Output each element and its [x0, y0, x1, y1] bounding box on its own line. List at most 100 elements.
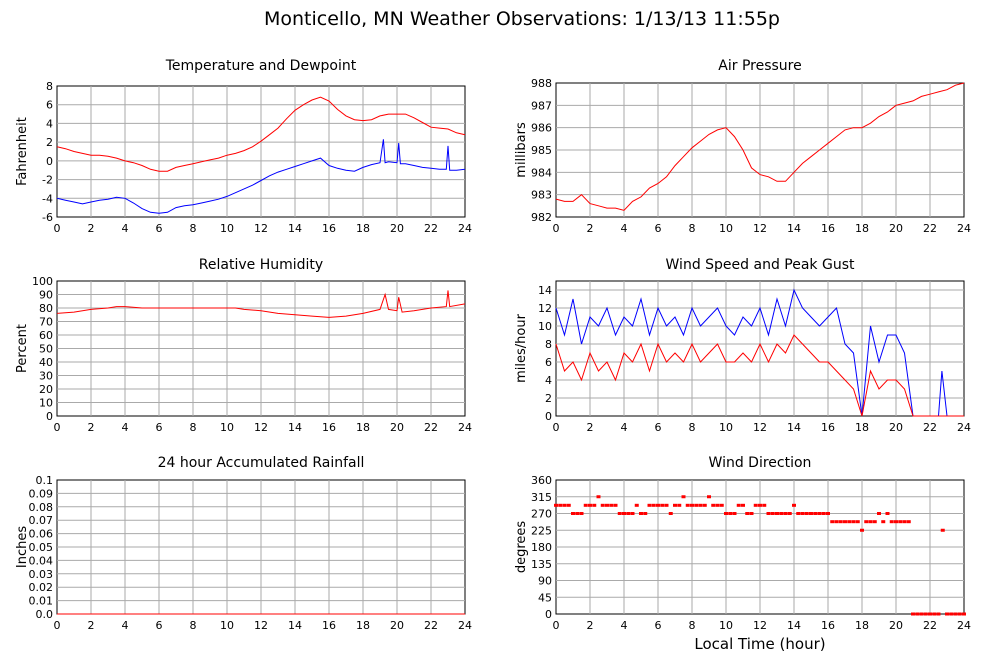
y-tick-label: -4	[42, 192, 53, 205]
data-point	[864, 520, 869, 524]
x-axis-label: Local Time (hour)	[694, 635, 825, 653]
x-tick-label: 2	[88, 421, 95, 434]
y-tick-label: 4	[545, 374, 552, 387]
x-tick-label: 4	[122, 222, 129, 235]
data-point	[609, 503, 614, 507]
x-tick-label: 4	[621, 222, 628, 235]
y-tick-label: 60	[39, 329, 53, 342]
data-point	[911, 612, 915, 616]
data-point	[783, 512, 788, 515]
chart-title: Relative Humidity	[199, 257, 323, 273]
x-tick-label: 12	[753, 421, 767, 434]
data-point	[855, 520, 860, 524]
x-tick-label: 14	[288, 222, 302, 235]
y-tick-label: 225	[531, 524, 552, 537]
y-tick-label: 0.04	[29, 554, 54, 567]
data-point	[770, 512, 775, 515]
chart-temp: 0 2 4 6 8 10 12 14 16 18 20 22 24-6-4-202468Temperat…	[15, 58, 472, 235]
data-point	[690, 503, 694, 507]
y-tick-label: 180	[531, 541, 552, 554]
data-point	[779, 512, 784, 515]
data-point	[847, 520, 852, 524]
x-tick-label: 8	[689, 222, 696, 235]
data-point	[605, 503, 609, 507]
y-tick-label: 90	[538, 575, 552, 588]
data-point	[919, 612, 924, 616]
y-axis-label: Inches	[15, 526, 30, 568]
y-tick-label: 6	[545, 356, 552, 369]
data-point	[902, 520, 907, 524]
data-point	[945, 612, 949, 616]
data-point	[668, 512, 673, 515]
x-tick-label: 14	[288, 421, 302, 434]
x-tick-label: 20	[889, 222, 903, 235]
x-tick-label: 20	[390, 421, 404, 434]
x-tick-label: 14	[288, 619, 302, 632]
y-tick-label: 2	[545, 392, 552, 405]
x-tick-label: 14	[787, 619, 801, 632]
series-line-0	[555, 82, 965, 211]
y-tick-label: 0.03	[29, 568, 54, 581]
x-tick-label: 22	[923, 619, 937, 632]
data-point	[681, 495, 686, 499]
x-tick-label: 24	[458, 222, 472, 235]
data-point	[630, 512, 635, 515]
x-tick-label: 4	[122, 421, 129, 434]
x-tick-label: 18	[855, 619, 869, 632]
y-tick-label: 983	[531, 189, 552, 202]
data-point	[719, 503, 724, 507]
x-tick-label: 12	[753, 222, 767, 235]
x-tick-label: 20	[889, 619, 903, 632]
x-tick-label: 6	[655, 619, 662, 632]
data-point	[885, 512, 890, 515]
y-tick-label: -2	[42, 174, 53, 187]
data-point	[923, 612, 928, 616]
series-line-0	[555, 288, 964, 417]
data-point	[889, 520, 894, 524]
chart-title: 24 hour Accumulated Rainfall	[158, 455, 365, 471]
x-tick-label: 24	[957, 619, 971, 632]
y-tick-label: 10	[39, 397, 53, 410]
data-point	[732, 512, 737, 515]
y-tick-label: 135	[531, 558, 552, 571]
data-point	[736, 503, 741, 507]
data-point	[741, 503, 745, 507]
y-tick-label: 0.07	[29, 514, 54, 527]
data-point	[698, 503, 703, 507]
x-tick-label: 12	[254, 421, 268, 434]
data-point	[949, 612, 954, 616]
chart-humidity: 0 2 4 6 8 10 12 14 16 18 20 22 240102030405060708090…	[15, 257, 472, 434]
x-tick-label: 12	[753, 619, 767, 632]
x-tick-label: 24	[957, 222, 971, 235]
data-point	[639, 512, 643, 515]
data-point	[596, 495, 601, 499]
data-point	[677, 503, 682, 507]
data-point	[613, 503, 618, 507]
data-point	[651, 503, 656, 507]
x-tick-label: 6	[655, 421, 662, 434]
x-tick-label: 10	[220, 222, 234, 235]
x-tick-label: 8	[190, 619, 197, 632]
y-tick-label: 0.06	[29, 528, 54, 541]
x-tick-label: 18	[855, 421, 869, 434]
y-tick-label: 12	[538, 302, 552, 315]
chart-title: Temperature and Dewpoint	[165, 58, 357, 74]
data-point	[957, 612, 962, 616]
data-point	[877, 512, 881, 515]
x-tick-label: 22	[424, 421, 438, 434]
x-tick-label: 14	[787, 222, 801, 235]
y-tick-label: 20	[39, 383, 53, 396]
chart-title: Wind Direction	[709, 455, 812, 471]
x-tick-label: 24	[458, 421, 472, 434]
x-tick-label: 16	[821, 619, 835, 632]
y-tick-label: 50	[39, 343, 53, 356]
data-point	[898, 520, 903, 524]
x-tick-label: 18	[855, 222, 869, 235]
x-tick-label: 16	[322, 421, 336, 434]
x-tick-label: 10	[719, 619, 733, 632]
x-tick-label: 0	[54, 619, 61, 632]
x-tick-label: 0	[54, 222, 61, 235]
data-point	[792, 503, 796, 507]
data-point	[643, 512, 648, 515]
